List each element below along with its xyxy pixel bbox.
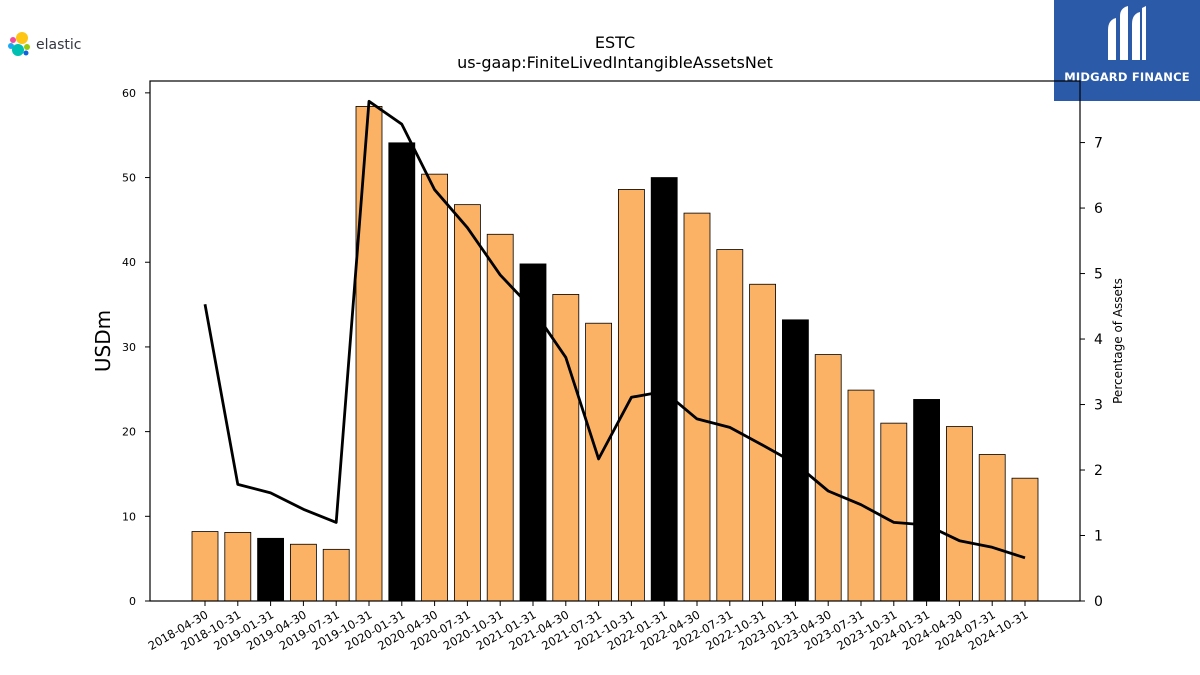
left-tick-label: 50 xyxy=(122,172,136,185)
bar-2023-04-30 xyxy=(814,354,842,602)
line-group xyxy=(203,99,1026,560)
bar-2019-01-31 xyxy=(257,537,285,602)
right-tick-label: 3 xyxy=(1094,398,1103,414)
right-tick-label: 6 xyxy=(1094,201,1103,217)
left-tick-label: 40 xyxy=(122,256,136,269)
chart-subtitle: us-gaap:FiniteLivedIntangibleAssetsNet xyxy=(457,53,773,72)
elastic-logo-icon xyxy=(8,32,30,56)
percentage-line xyxy=(203,99,1026,560)
bar-2024-04-30 xyxy=(946,426,973,602)
bar-2022-04-30 xyxy=(683,212,711,602)
right-tick-label: 7 xyxy=(1094,136,1103,152)
right-tick-label: 2 xyxy=(1094,463,1103,479)
bar-2019-04-30 xyxy=(289,543,317,602)
bar-2022-01-31 xyxy=(650,177,678,602)
right-tick-label: 1 xyxy=(1094,529,1103,545)
chart-title: ESTC xyxy=(595,33,635,52)
bar-2021-01-31 xyxy=(519,263,547,602)
left-tick-label: 0 xyxy=(129,595,136,608)
y2-axis-label: Percentage of Assets xyxy=(1111,278,1125,404)
midgard-wordmark: MIDGARD FINANCE xyxy=(1064,70,1190,84)
left-axis: 0 10 20 30 40 50 60 xyxy=(122,87,150,608)
midgard-logo-icon xyxy=(1108,6,1146,60)
bar-2020-01-31 xyxy=(388,142,416,602)
bar-2024-07-31 xyxy=(978,454,1006,602)
left-tick-label: 20 xyxy=(122,426,136,439)
bar-2022-10-31 xyxy=(749,283,776,602)
bar-2019-07-31 xyxy=(322,548,350,602)
bar-2024-01-31 xyxy=(913,399,940,602)
plot-frame xyxy=(149,80,1081,602)
right-tick-label: 4 xyxy=(1094,332,1103,348)
midgard-finance-logo: MIDGARD FINANCE xyxy=(1054,0,1200,101)
bar-2024-10-31 xyxy=(1011,477,1039,602)
bar-2018-10-31 xyxy=(224,532,252,602)
left-tick-label: 10 xyxy=(122,510,136,523)
x-axis: 2018-04-302018-10-312019-01-312019-04-30… xyxy=(146,601,1031,653)
bar-2021-07-31 xyxy=(585,322,612,602)
elastic-logo: elastic xyxy=(8,32,81,58)
right-tick-label: 5 xyxy=(1094,267,1103,283)
left-tick-label: 60 xyxy=(122,87,136,100)
right-tick-label: 0 xyxy=(1094,594,1103,610)
bar-2021-04-30 xyxy=(552,294,580,602)
bar-2019-10-31 xyxy=(355,106,383,602)
y-axis-label: USDm xyxy=(91,310,115,372)
bar-2023-07-31 xyxy=(847,389,875,602)
bars-group xyxy=(191,106,1039,602)
bar-2020-04-30 xyxy=(421,173,449,602)
bar-2020-07-31 xyxy=(453,204,481,602)
left-tick-label: 30 xyxy=(122,341,136,354)
right-axis: 0 1 2 3 4 5 6 7 xyxy=(1080,136,1103,610)
bar-2023-01-31 xyxy=(782,319,809,602)
bar-2018-04-30 xyxy=(191,531,219,602)
elastic-wordmark: elastic xyxy=(36,37,82,53)
bar-2023-10-31 xyxy=(880,422,908,602)
bar-2020-10-31 xyxy=(486,233,514,602)
